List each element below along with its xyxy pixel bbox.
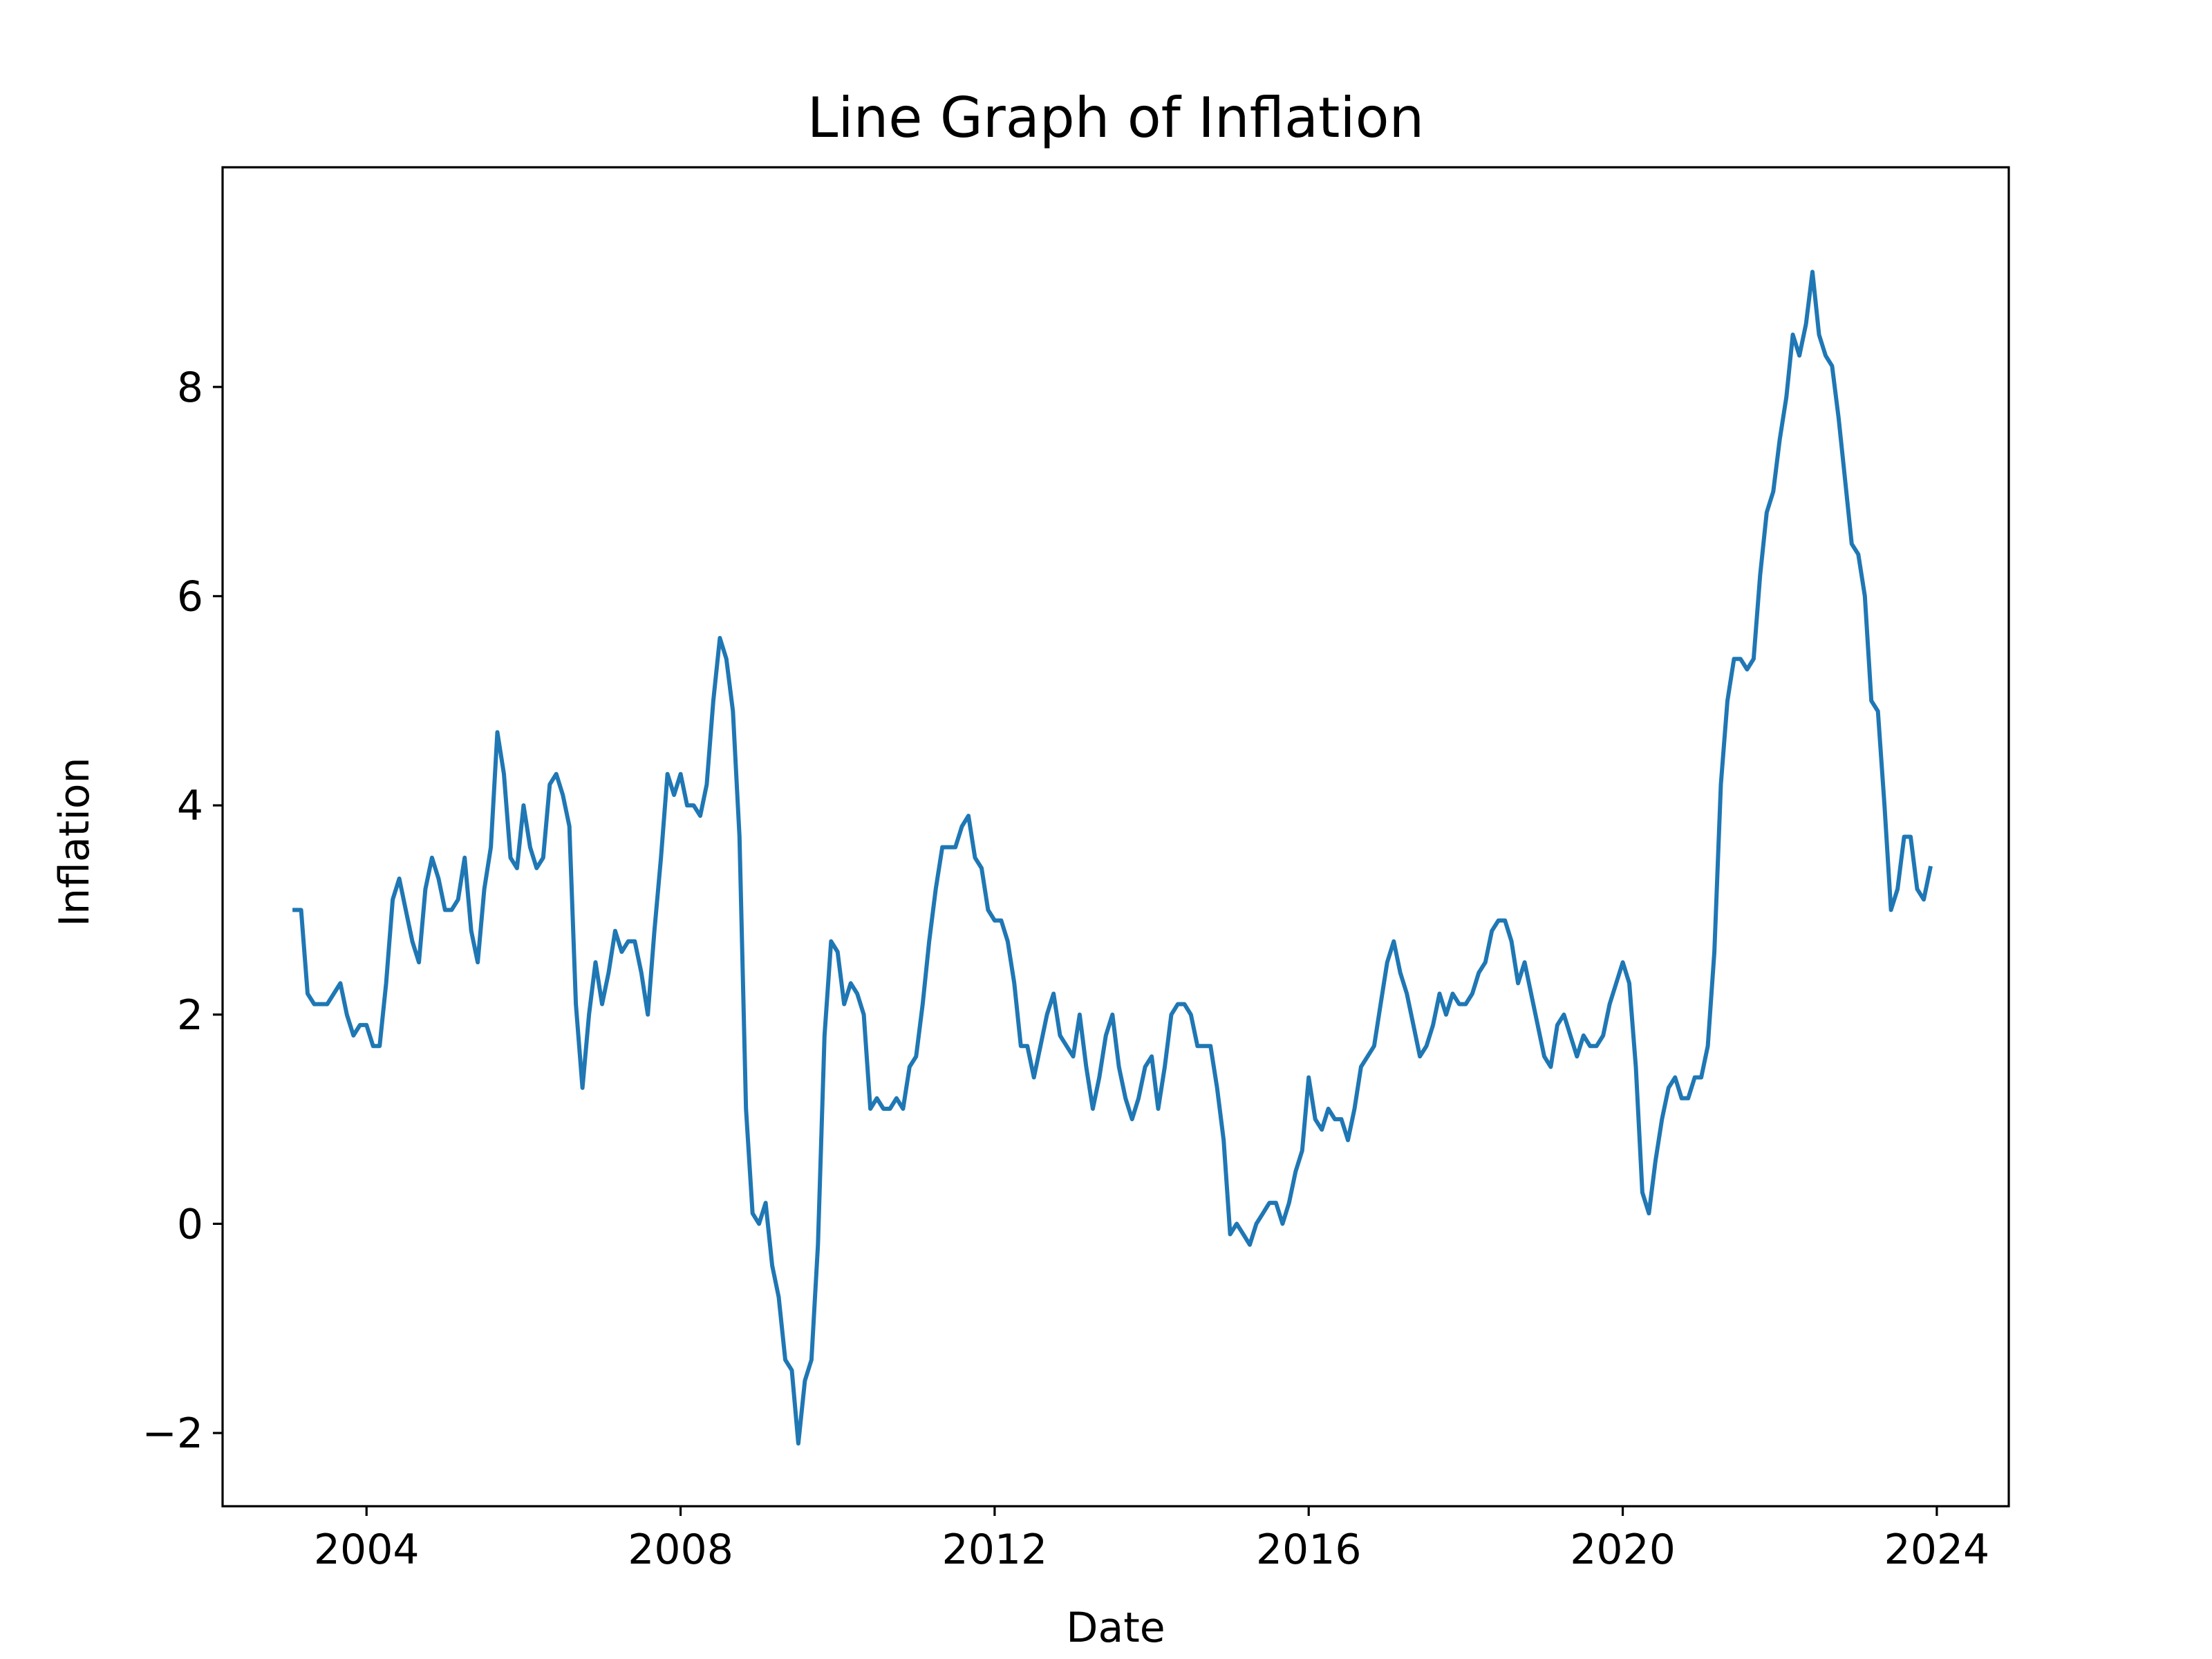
x-tick-label: 2024: [1884, 1526, 1990, 1574]
inflation-series-line: [292, 270, 1933, 1446]
chart-title: Line Graph of Inflation: [807, 86, 1424, 150]
x-tick-label: 2016: [1256, 1526, 1362, 1574]
series-layer: [292, 270, 1933, 1446]
x-tick-label: 2004: [314, 1526, 420, 1574]
y-tick-label: 4: [177, 782, 203, 830]
y-tick-label: 0: [177, 1200, 203, 1248]
y-tick-label: −2: [142, 1409, 203, 1458]
y-tick-label: 8: [177, 364, 203, 412]
plot-area-frame: [221, 166, 2010, 1508]
y-axis-label: Inflation: [50, 757, 99, 926]
y-tick-label: 6: [177, 572, 203, 621]
x-tick-label: 2020: [1570, 1526, 1676, 1574]
y-axis: −2 0 2 4 6 8: [142, 364, 223, 1458]
x-axis: 2004 2008 2012 2016 2020 2024: [314, 1506, 1989, 1574]
y-tick-label: 2: [177, 991, 203, 1040]
x-tick-label: 2012: [942, 1526, 1048, 1574]
x-tick-label: 2008: [628, 1526, 733, 1574]
x-axis-label: Date: [1066, 1604, 1165, 1652]
